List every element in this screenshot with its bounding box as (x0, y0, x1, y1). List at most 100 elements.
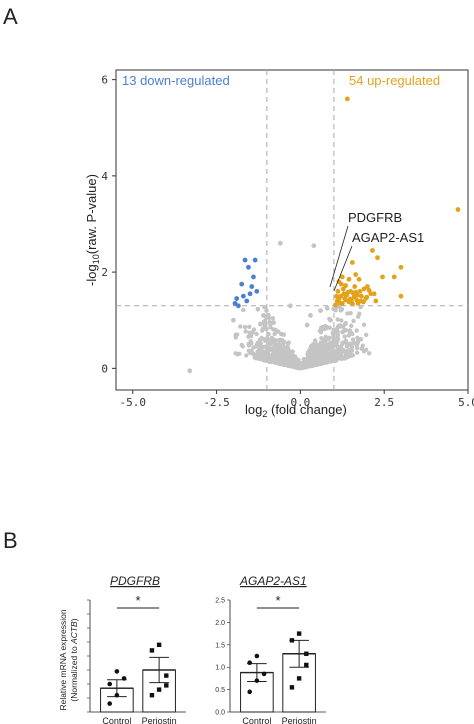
y-axis-title-line2: (Normalized to ACTB) (69, 618, 79, 701)
ns-point (319, 352, 325, 357)
ns-point (265, 356, 270, 361)
data-point (254, 653, 260, 659)
down-point (249, 284, 255, 289)
ns-point (328, 356, 334, 361)
ns-point (255, 306, 261, 312)
down-point (254, 288, 260, 294)
up-point (370, 248, 375, 253)
up-point (347, 296, 353, 302)
ns-point (318, 328, 324, 333)
ns-point (338, 323, 343, 328)
panel-letter-a: A (3, 4, 18, 29)
ns-point (333, 355, 338, 360)
down-point (240, 293, 246, 299)
ns-point (323, 334, 328, 340)
ns-point (268, 341, 273, 346)
data-point (296, 631, 302, 636)
ns-point (261, 344, 266, 350)
ns-point (273, 352, 278, 358)
ns-point (268, 324, 273, 330)
y-tick-label: 2.0 (215, 620, 225, 627)
non-significant-cloud (233, 304, 372, 371)
y-tick-label: 0.5 (215, 687, 225, 694)
ns-point (315, 353, 321, 359)
data-point (289, 638, 295, 643)
ns-point (267, 319, 272, 325)
ns-point (305, 352, 310, 358)
volcano-plot: -5.0-2.50.02.55.00246 13 down-regulated … (84, 69, 474, 419)
up-point (354, 297, 360, 303)
ns-point (341, 355, 347, 361)
up-point (361, 299, 366, 305)
category-label: Control (242, 716, 271, 724)
ns-point (339, 318, 344, 323)
plot-frame (115, 69, 469, 391)
ns-outliers-point (281, 332, 287, 338)
ns-point (241, 307, 246, 313)
ns-point (348, 310, 353, 316)
up-point (340, 286, 346, 292)
ns-outliers-point (331, 327, 337, 333)
data-point (247, 660, 252, 666)
down-point (234, 296, 240, 301)
down-point (252, 257, 258, 263)
ns-point (268, 347, 273, 352)
ns-point (345, 354, 350, 359)
gene-annotation-pdgfrb: PDGFRB (348, 210, 402, 225)
y-tick-label: 0.0 (215, 710, 225, 717)
ns-point (348, 351, 353, 357)
ns-point (349, 348, 355, 353)
up-regulated-label: 54 up-regulated (349, 73, 440, 88)
ns-point (343, 320, 348, 326)
ns-outliers-point (308, 313, 313, 318)
up-point (380, 274, 385, 280)
ns-point (319, 336, 324, 341)
ns-point (251, 327, 257, 332)
data-point (304, 651, 309, 656)
data-point (107, 701, 112, 706)
ns-outliers-point (304, 322, 310, 328)
ns-point (354, 350, 360, 355)
up-point (361, 286, 367, 292)
ns-point (280, 346, 285, 351)
ns-outliers-point (230, 317, 236, 323)
ns-point (286, 348, 292, 354)
up-point (358, 293, 364, 299)
ns-point (313, 345, 319, 350)
up-point (356, 276, 362, 282)
ns-point (358, 337, 364, 342)
up-point (344, 292, 350, 298)
ns-point (351, 340, 357, 346)
ns-point (360, 343, 366, 348)
category-label: Control (102, 716, 131, 724)
ns-point (354, 328, 359, 333)
ns-point (358, 304, 363, 310)
up-point (333, 302, 338, 308)
up-point (349, 260, 355, 265)
bar-chart-pdgfrb: PDGFRB Relative mRNA expression (Normali… (58, 574, 186, 724)
ns-point (295, 363, 301, 369)
up-point (352, 284, 358, 289)
up-point (455, 207, 461, 212)
x-tick-label: 5.0 (458, 396, 474, 409)
ns-point (272, 342, 278, 348)
ns-point (246, 334, 251, 339)
ns-point (259, 335, 264, 341)
x-tick-label: -5.0 (120, 396, 147, 409)
ns-point (272, 345, 278, 351)
ns-point (309, 356, 315, 361)
ns-point (248, 339, 253, 344)
up-point (391, 274, 397, 280)
significance-marker: * (275, 593, 280, 608)
ns-outliers-point (324, 305, 330, 311)
ns-point (351, 318, 356, 324)
up-point (336, 279, 342, 285)
data-point (164, 683, 169, 688)
down-point (244, 298, 250, 304)
bar-body: 0.0 0.5 1.0 1.5 2.0 2.5 Control Periostin * (215, 593, 326, 724)
data-point (114, 669, 120, 674)
panel-letter-b: B (3, 528, 18, 553)
y-tick-label: 0 (101, 362, 108, 375)
ns-point (342, 334, 347, 339)
data-point (247, 689, 252, 695)
